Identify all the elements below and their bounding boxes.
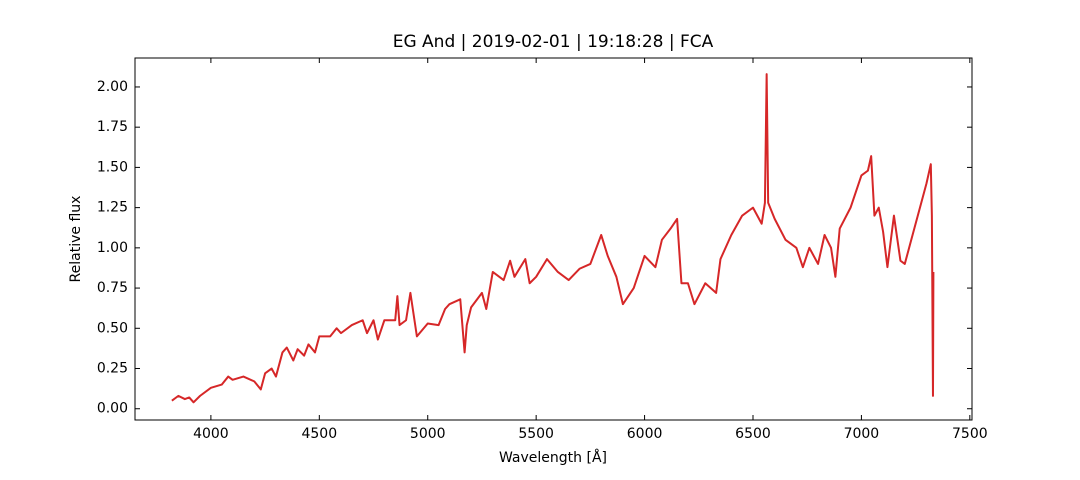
y-tick-label: 0.75 xyxy=(97,280,128,296)
x-tick-label: 6000 xyxy=(627,426,663,442)
x-tick-label: 4500 xyxy=(301,426,337,442)
x-axis-label: Wavelength [Å] xyxy=(499,449,607,466)
y-tick-label: 1.75 xyxy=(97,119,128,135)
x-tick-label: 7000 xyxy=(844,426,880,442)
y-tick-label: 1.00 xyxy=(97,240,128,256)
y-tick-label: 0.00 xyxy=(97,401,128,417)
y-tick-label: 1.50 xyxy=(97,159,128,175)
x-tick-label: 4000 xyxy=(193,426,229,442)
x-tick-label: 7500 xyxy=(952,426,988,442)
y-tick-label: 0.25 xyxy=(97,361,128,377)
chart-title: EG And | 2019-02-01 | 19:18:28 | FCA xyxy=(393,32,714,52)
y-axis-label: Relative flux xyxy=(68,196,84,283)
y-tick-label: 0.50 xyxy=(97,320,128,336)
x-tick-label: 5000 xyxy=(410,426,446,442)
x-tick-label: 6500 xyxy=(735,426,771,442)
y-tick-label: 1.25 xyxy=(97,200,128,216)
spectrum-line xyxy=(171,73,935,404)
y-tick-label: 2.00 xyxy=(97,79,128,95)
x-tick-label: 5500 xyxy=(518,426,554,442)
plot-frame xyxy=(134,57,973,421)
